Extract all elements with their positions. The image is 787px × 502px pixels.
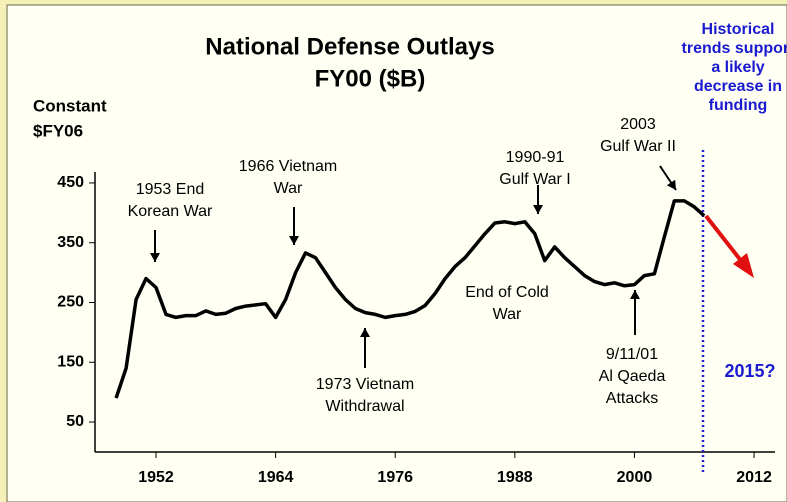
x-tick-label: 1952 (138, 469, 174, 486)
annotation: End of Cold (465, 284, 549, 301)
annotation-arrowhead (150, 253, 160, 262)
y-tick-label: 50 (66, 413, 84, 430)
projection-arrow (704, 214, 744, 264)
x-tick-label: 1964 (258, 469, 294, 486)
annotation: Gulf War II (600, 138, 676, 155)
projection-note: funding (709, 97, 768, 114)
annotation: War (493, 306, 522, 323)
annotation: 2003 (620, 116, 656, 133)
annotation: 1966 Vietnam (239, 158, 337, 175)
chart-title: National Defense Outlays (205, 33, 494, 60)
annotation: Al Qaeda (599, 368, 666, 385)
y-axis-label: Constant (33, 96, 107, 115)
y-axis-label: $FY06 (33, 121, 83, 140)
annotation-arrowhead (630, 290, 640, 299)
y-tick-label: 450 (57, 174, 84, 191)
annotation: 1990-91 (506, 149, 565, 166)
projection-note: a likely (711, 59, 764, 76)
projection-note: Historical (702, 21, 775, 38)
x-tick-label: 2000 (617, 469, 653, 486)
y-tick-label: 250 (57, 294, 84, 311)
plot-background (6, 4, 787, 502)
annotation-arrowhead (666, 179, 676, 190)
annotation: 9/11/01 (606, 346, 658, 363)
projection-arrowhead (733, 253, 754, 278)
annotation: War (274, 180, 303, 197)
projection-note: decrease in (694, 78, 782, 95)
annotation: 1973 Vietnam (316, 376, 414, 393)
chart-title: FY00 ($B) (315, 65, 426, 92)
x-tick-label: 1976 (377, 469, 413, 486)
annotation-arrowhead (360, 328, 370, 337)
projection-note: trends support (682, 40, 787, 57)
data-line (114, 199, 706, 399)
projection-label: 2015? (724, 361, 775, 381)
annotation: Korean War (128, 203, 213, 220)
x-tick-label: 2012 (736, 469, 772, 486)
annotation: Withdrawal (325, 398, 404, 415)
annotation-arrowhead (533, 205, 543, 214)
y-tick-label: 150 (57, 353, 84, 370)
annotation: 1953 End (136, 181, 205, 198)
x-tick-label: 1988 (497, 469, 533, 486)
annotation: Gulf War I (499, 171, 570, 188)
annotation-arrowhead (289, 236, 299, 245)
annotation: Attacks (606, 390, 658, 407)
y-tick-label: 350 (57, 234, 84, 251)
